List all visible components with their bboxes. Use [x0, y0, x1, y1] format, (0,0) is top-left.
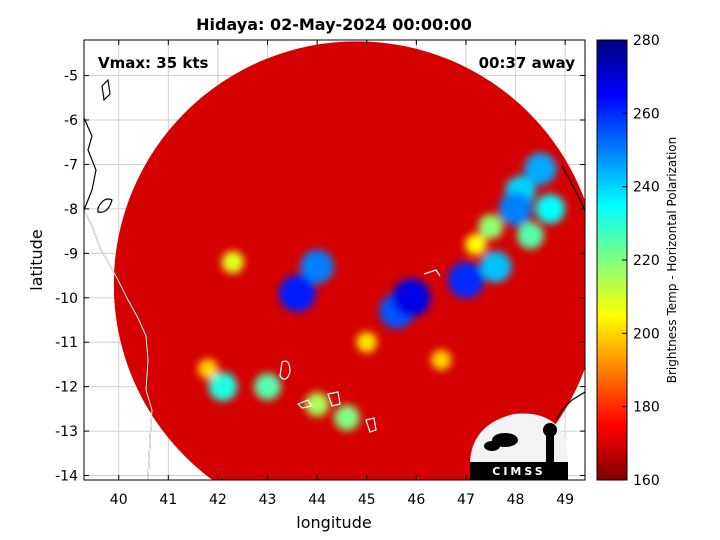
vmax-annotation: Vmax: 35 kts [98, 54, 208, 72]
zanzibar-island [97, 198, 113, 213]
x-tick-label: 41 [159, 492, 177, 508]
x-tick-label: 43 [259, 492, 277, 508]
plot-area: Vmax: 35 kts 00:37 away CIMSS [83, 39, 586, 481]
logo-tower [543, 423, 557, 437]
cold-feature [480, 250, 512, 283]
x-tick-label: 44 [308, 492, 326, 508]
y-tick-label: -12 [55, 380, 78, 396]
y-tick-label: -10 [55, 291, 78, 307]
madagascar-coastline [561, 165, 585, 211]
cold-feature [392, 278, 431, 317]
time-away-annotation: 00:37 away [479, 54, 576, 72]
y-tick-label: -5 [64, 69, 78, 85]
y-tick-label: -7 [64, 157, 78, 173]
cold-feature [535, 194, 566, 224]
colorbar-tick-label: 280 [633, 33, 660, 49]
x-tick-label: 45 [358, 492, 376, 508]
chart-title: Hidaya: 02-May-2024 00:00:00 [196, 15, 472, 34]
coastlines [84, 78, 585, 480]
island-north [101, 78, 111, 102]
y-axis: -5 -6 -7 -8 -9 -10 -11 -12 -13 -14 [55, 69, 585, 485]
madagascar-coastline-south [555, 391, 585, 421]
colorbar-tick-label: 240 [633, 180, 660, 196]
cold-feature [278, 274, 316, 312]
cold-feature [478, 214, 504, 240]
colorbar-tick-label: 180 [633, 400, 660, 416]
cold-feature [447, 261, 485, 299]
y-tick-label: -6 [64, 113, 78, 129]
x-axis-label: longitude [296, 513, 371, 532]
cold-feature [524, 152, 557, 185]
colorbar-tick-label: 260 [633, 106, 660, 122]
logo-text: CIMSS [492, 465, 545, 478]
colorbar-ticks: 160 180 200 220 240 260 280 [622, 33, 660, 489]
y-axis-label: latitude [27, 229, 46, 290]
x-tick-label: 42 [209, 492, 227, 508]
comoros-mayotte [365, 417, 377, 433]
x-axis: 40 41 42 43 44 45 46 47 48 49 [110, 40, 574, 508]
cold-feature [356, 331, 378, 353]
swath-image [113, 41, 585, 480]
logo-dish-2 [484, 441, 500, 451]
axes-frame [83, 39, 586, 481]
reef-outline [423, 269, 441, 277]
colorbar-label: Brightness Temp - Horizontal Polarizatio… [665, 137, 679, 384]
cold-feature [334, 405, 360, 431]
colorbar-tick-label: 160 [633, 473, 660, 489]
y-tick-label: -13 [55, 424, 78, 440]
colorbar-tick-label: 200 [633, 326, 660, 342]
logo-tower-base [546, 436, 554, 462]
x-tick-label: 49 [556, 492, 574, 508]
cimss-logo: CIMSS [470, 413, 568, 480]
y-tick-label: -8 [64, 202, 78, 218]
cold-feature [221, 251, 244, 274]
y-tick-label: -11 [55, 335, 78, 351]
comoros-anjouan [327, 391, 341, 407]
colorbar: 160 180 200 220 240 260 280 Brightness Temp - … [596, 33, 679, 489]
colorbar-tick-label: 220 [633, 253, 660, 269]
africa-coastline-north [84, 117, 97, 211]
cold-feature [465, 233, 487, 256]
cold-feature [197, 358, 219, 379]
cold-feature [498, 192, 533, 226]
x-tick-label: 48 [507, 492, 525, 508]
cold-feature [300, 249, 334, 284]
cold-feature [517, 222, 544, 249]
coast-overlay-white [84, 209, 153, 480]
x-tick-label: 46 [407, 492, 425, 508]
comoros-grande [279, 360, 291, 380]
cold-feature [254, 373, 281, 401]
cold-feature [208, 372, 238, 402]
logo-band [470, 462, 568, 480]
comoros-moheli [296, 399, 313, 409]
y-tick-label: -14 [55, 469, 78, 485]
cold-feature [431, 349, 452, 371]
x-tick-label: 47 [457, 492, 475, 508]
y-tick-label: -9 [64, 246, 78, 262]
cold-feature [305, 392, 330, 417]
x-tick-label: 40 [110, 492, 128, 508]
